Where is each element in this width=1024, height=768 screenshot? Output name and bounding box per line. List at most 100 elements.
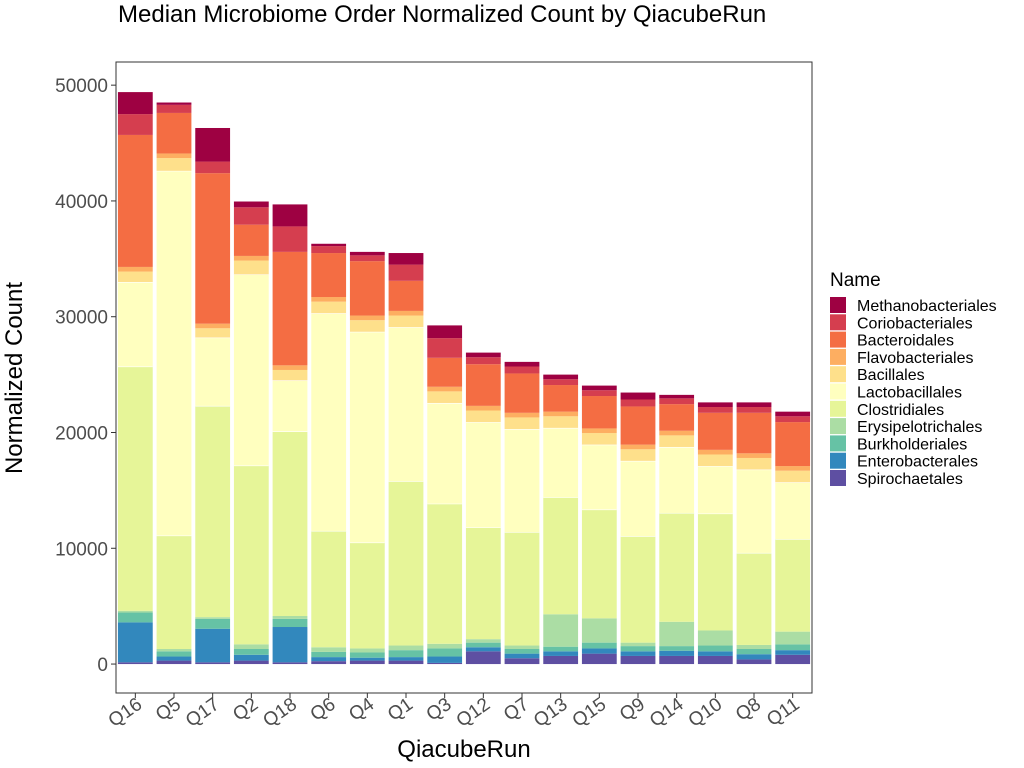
bar-segment [697, 513, 733, 631]
bar-segment [736, 659, 772, 665]
bar-segment [195, 328, 231, 338]
x-tick-label: Q5 [152, 694, 185, 726]
bar-segment [736, 453, 772, 458]
legend-swatch [830, 366, 846, 383]
legend-swatch [830, 470, 846, 486]
bar-segment [388, 645, 424, 651]
bar-segment [156, 153, 192, 159]
bar-segment [543, 374, 579, 380]
bar-segment [233, 654, 269, 661]
bar-segment [233, 224, 269, 256]
legend: Name MethanobacterialesCoriobacterialesB… [830, 270, 997, 488]
bar-segment [349, 652, 385, 658]
bar-segment [311, 301, 347, 314]
legend-label: Lactobacillales [857, 385, 962, 402]
x-tick-label: Q7 [500, 694, 533, 726]
bar-segment [349, 657, 385, 661]
bar-segment [117, 114, 153, 135]
bar-segment [697, 402, 733, 408]
bar-segment [775, 650, 811, 655]
bar-segment [697, 466, 733, 514]
bar-segment [349, 315, 385, 321]
bar-segment [427, 338, 463, 358]
x-tick-label: Q9 [616, 694, 649, 726]
bar-segment [659, 650, 695, 656]
bar-segment [465, 405, 501, 411]
bar-segment [427, 391, 463, 403]
bar-segment [620, 406, 656, 445]
bar-segment [775, 466, 811, 471]
bar-segment [620, 646, 656, 652]
x-tick-label: Q10 [685, 694, 726, 732]
bar-segment [388, 253, 424, 265]
bar-segment [736, 457, 772, 470]
bar-segment [388, 264, 424, 281]
bar-segment [427, 656, 463, 663]
bar-segment [349, 255, 385, 262]
legend-swatch [830, 331, 846, 348]
bar-segment [543, 411, 579, 417]
bar-segment [427, 325, 463, 339]
bar-segment [465, 422, 501, 528]
bar-segment [156, 158, 192, 171]
bar-segment [117, 266, 153, 272]
bar-segment [311, 661, 347, 665]
y-tick-label: 0 [97, 655, 108, 676]
bar-segment [543, 385, 579, 412]
bar-segment [736, 469, 772, 553]
bar-segment [775, 654, 811, 665]
bar-segment [272, 204, 308, 227]
bar-segment [543, 416, 579, 428]
y-tick-label: 40000 [55, 192, 108, 213]
bar-segment [736, 654, 772, 660]
bar-segment [195, 337, 231, 406]
y-tick-label: 10000 [55, 539, 108, 560]
bar-segment [311, 243, 347, 247]
bar-segment [349, 320, 385, 332]
bar-segment [311, 313, 347, 531]
bar-segment [349, 660, 385, 665]
bar-segment [659, 430, 695, 436]
legend-swatch [830, 383, 846, 400]
bar-segment [775, 631, 811, 645]
y-axis-title: Normalized Count [1, 282, 28, 474]
bar-segment [659, 646, 695, 651]
bar-segment [388, 660, 424, 665]
bar-segment [504, 366, 540, 374]
bar-segment [388, 310, 424, 316]
bar-segment [195, 617, 231, 619]
bar-segment [581, 642, 617, 649]
bar-segment [659, 621, 695, 647]
bar-segment [543, 427, 579, 498]
y-tick-label: 50000 [55, 76, 108, 97]
bar-segment [697, 412, 733, 450]
bar-segment [388, 280, 424, 311]
bar-segment [581, 390, 617, 397]
bar-segment [504, 645, 540, 649]
bar-segment [697, 454, 733, 467]
bar-segment [659, 435, 695, 447]
bar-segment [272, 431, 308, 617]
bar-segment [465, 527, 501, 640]
bar-segment [504, 532, 540, 646]
bar-segment [504, 653, 540, 659]
bar-segment [195, 161, 231, 174]
bar-segment [465, 647, 501, 652]
bar-segment [620, 444, 656, 450]
bar-segment [620, 536, 656, 643]
bar-segment [349, 542, 385, 649]
bar-segment [349, 261, 385, 316]
bar-segment [581, 428, 617, 434]
bar-segment [465, 639, 501, 643]
x-tick-label: Q12 [453, 694, 494, 732]
bar-segment [659, 512, 695, 622]
bar-segment [233, 260, 269, 275]
bar-segment [465, 642, 501, 648]
bar-segment [504, 429, 540, 533]
x-tick-label: Q13 [530, 694, 571, 732]
bar-segment [427, 357, 463, 387]
bar-segment [156, 112, 192, 154]
bar-segment [117, 366, 153, 611]
legend-label: Flavobacteriales [857, 350, 974, 367]
